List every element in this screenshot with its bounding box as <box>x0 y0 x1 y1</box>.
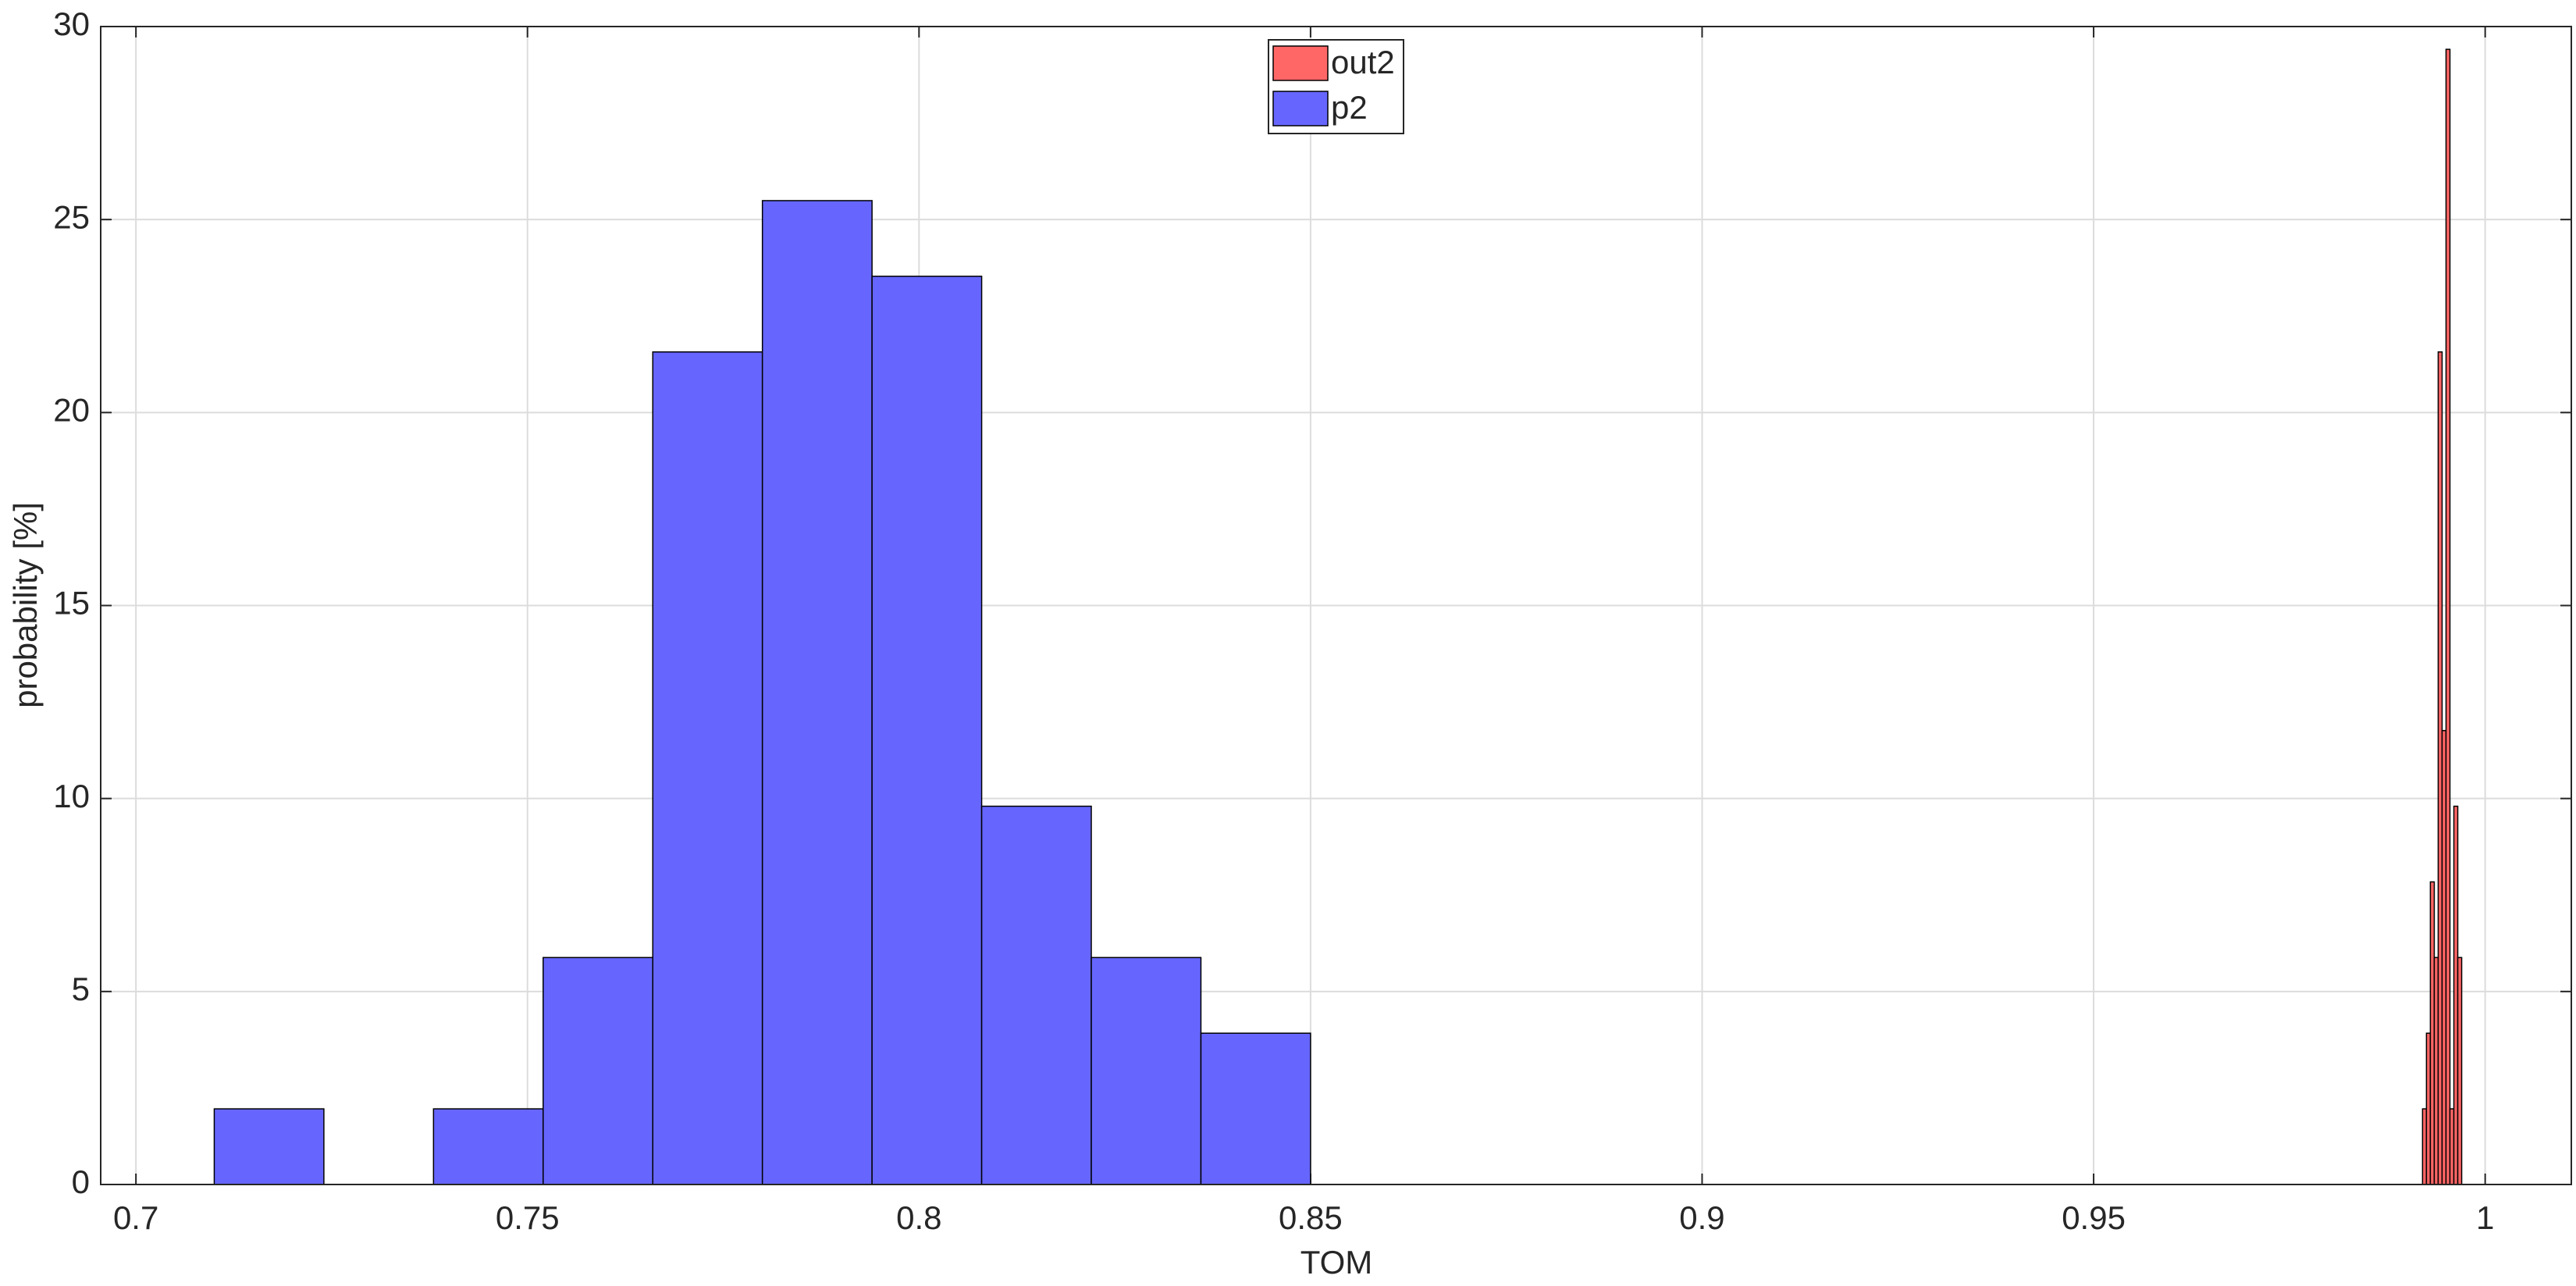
x-tick-label: 0.7 <box>113 1199 158 1236</box>
x-tick-label: 0.8 <box>896 1199 941 1236</box>
bar <box>432 1108 544 1185</box>
y-tick-label: 30 <box>53 5 90 42</box>
x-axis-label: TOM <box>1300 1244 1373 1281</box>
bar <box>2437 351 2443 1185</box>
bar <box>1200 1032 1311 1185</box>
legend-label: out2 <box>1331 44 1395 80</box>
bar <box>980 805 1092 1185</box>
bar <box>2445 48 2451 1185</box>
bar <box>2421 1108 2428 1185</box>
bar <box>2429 881 2435 1185</box>
y-tick-label: 20 <box>53 391 90 428</box>
bar <box>1091 956 1202 1185</box>
x-tick-label: 0.85 <box>1279 1199 1343 1236</box>
y-axis-label: probability [%] <box>7 502 44 708</box>
y-tick-label: 5 <box>72 971 90 1007</box>
legend-swatch <box>1272 91 1329 126</box>
y-tick-label: 15 <box>53 585 90 622</box>
bar <box>652 351 763 1185</box>
bar <box>2425 1032 2432 1185</box>
x-tick-label: 1 <box>2476 1199 2494 1236</box>
axes-box <box>100 26 2572 1185</box>
bar <box>213 1108 325 1185</box>
y-tick-label: 25 <box>53 198 90 235</box>
x-tick-label: 0.9 <box>1679 1199 1724 1236</box>
bar <box>761 200 873 1185</box>
y-tick-label: 10 <box>53 778 90 814</box>
bar <box>2433 956 2439 1185</box>
bar <box>2457 956 2463 1185</box>
bar <box>2453 805 2459 1185</box>
y-tick-label: 0 <box>72 1163 90 1200</box>
x-tick-label: 0.75 <box>496 1199 560 1236</box>
bar <box>2441 729 2447 1185</box>
bar <box>2449 1108 2455 1185</box>
bar <box>543 956 653 1185</box>
legend-swatch <box>1272 45 1329 81</box>
legend-label: p2 <box>1331 89 1368 126</box>
bar <box>871 276 983 1185</box>
x-tick-label: 0.95 <box>2062 1199 2126 1236</box>
